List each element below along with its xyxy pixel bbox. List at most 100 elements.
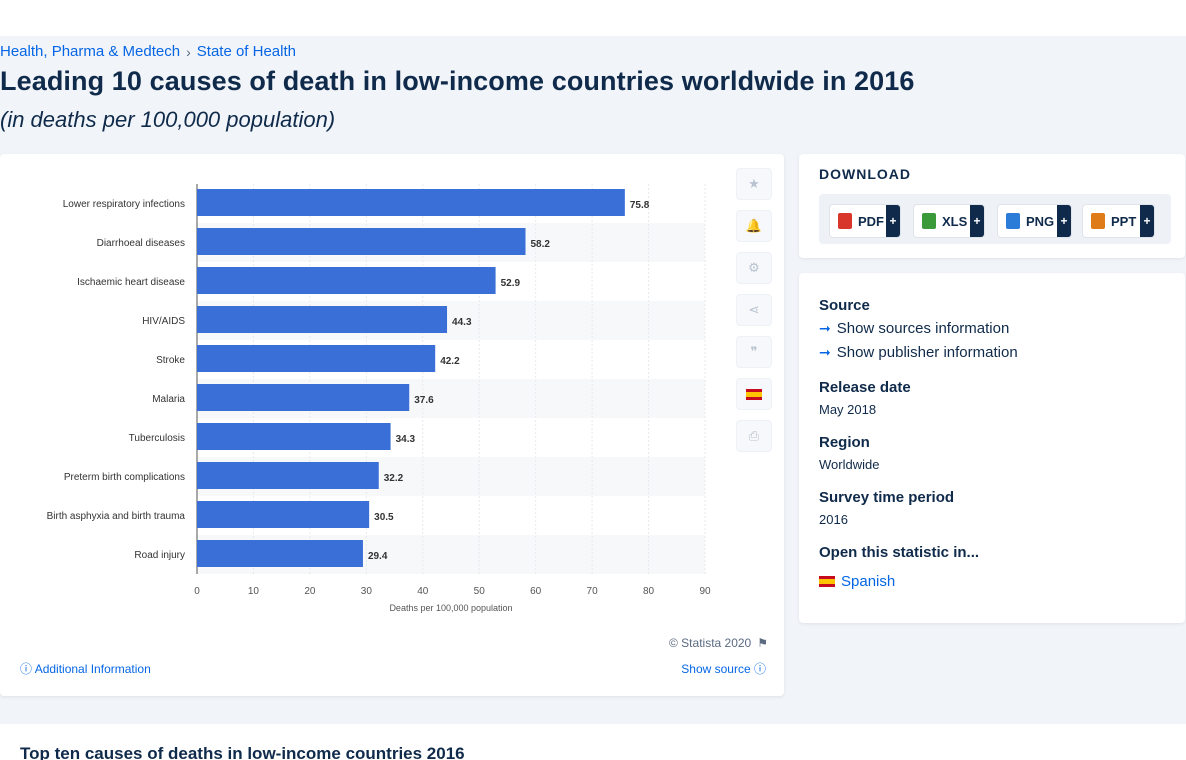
copyright-text: © Statista 2020 <box>669 636 752 650</box>
xls-plus-button[interactable]: + <box>970 205 984 237</box>
bar <box>197 345 436 372</box>
chart-card: Lower respiratory infections 75.8 Diarrhoe… <box>0 154 784 696</box>
data-label: 32.2 <box>384 473 404 484</box>
show-sources-label: Show sources information <box>836 320 1010 337</box>
chart-tools: ★ 🔔 ⚙ ⋖ ❞ ⎙ <box>736 168 772 462</box>
additional-information-link[interactable]: ⓘ Additional Information <box>20 660 151 677</box>
bar <box>197 501 370 528</box>
category-label: Lower respiratory infections <box>63 199 185 210</box>
show-publisher-label: Show publisher information <box>836 344 1018 361</box>
arrow-right-icon: ➞ <box>819 320 831 336</box>
category-label: Ischaemic heart disease <box>77 277 185 288</box>
info-circle-icon: ⓘ <box>753 662 766 676</box>
x-tick-label: 0 <box>194 586 200 597</box>
data-label: 34.3 <box>396 434 416 445</box>
data-label: 37.6 <box>414 395 434 406</box>
pdf-plus-button[interactable]: + <box>886 205 900 237</box>
data-label: 29.4 <box>368 551 388 562</box>
region-value: Worldwide <box>819 457 880 472</box>
bar <box>197 462 379 489</box>
page-title: Leading 10 causes of death in low-income… <box>0 66 915 96</box>
download-title: DOWNLOAD <box>819 166 911 182</box>
download-card: DOWNLOAD PDF + XLS + PNG + PPT + <box>799 154 1185 258</box>
category-label: Diarrhoeal diseases <box>97 238 185 249</box>
bar <box>197 189 625 216</box>
bar <box>197 384 410 411</box>
open-statistic-label: Open this statistic in... <box>819 544 980 561</box>
x-tick-label: 50 <box>474 586 486 597</box>
x-tick-label: 40 <box>417 586 429 597</box>
settings-gear-icon[interactable]: ⚙ <box>736 252 772 284</box>
x-tick-label: 90 <box>699 586 711 597</box>
pdf-file-icon <box>838 213 852 229</box>
show-publisher-link[interactable]: ➞ Show publisher information <box>819 344 1018 361</box>
breadcrumb-item-health[interactable]: Health, Pharma & Medtech <box>0 43 181 60</box>
download-buttons: PDF + XLS + PNG + PPT + <box>819 194 1171 244</box>
ppt-file-icon <box>1091 213 1105 229</box>
breadcrumb: Health, Pharma & Medtech › State of Heal… <box>0 43 296 60</box>
data-label: 44.3 <box>452 317 472 328</box>
survey-period-value: 2016 <box>819 512 848 527</box>
png-file-icon <box>1006 213 1020 229</box>
x-axis-title: Deaths per 100,000 population <box>389 603 512 613</box>
bottom-section: Top ten causes of deaths in low-income c… <box>0 724 1186 760</box>
source-label: Source <box>819 297 870 314</box>
x-tick-label: 80 <box>643 586 655 597</box>
region-label: Region <box>819 434 870 451</box>
breadcrumb-separator: › <box>186 43 191 60</box>
download-ppt-button[interactable]: PPT + <box>1082 204 1155 238</box>
statistic-info-card: Source ➞ Show sources information ➞ Show… <box>799 273 1185 623</box>
ppt-plus-button[interactable]: + <box>1140 205 1154 237</box>
data-label: 75.8 <box>630 200 650 211</box>
quote-icon[interactable]: ❞ <box>736 336 772 368</box>
category-label: Tuberculosis <box>129 433 185 444</box>
arrow-right-icon: ➞ <box>819 344 831 360</box>
png-plus-button[interactable]: + <box>1057 205 1071 237</box>
download-xls-button[interactable]: XLS + <box>913 204 985 238</box>
x-tick-label: 20 <box>304 586 316 597</box>
bar <box>197 306 448 333</box>
category-label: Preterm birth complications <box>64 472 185 483</box>
bar <box>197 267 496 294</box>
release-date-value: May 2018 <box>819 402 877 417</box>
page-subtitle: (in deaths per 100,000 population) <box>0 107 336 132</box>
notification-bell-icon[interactable]: 🔔 <box>736 210 772 242</box>
favorite-star-icon[interactable]: ★ <box>736 168 772 200</box>
show-source-label: Show source <box>681 662 751 676</box>
category-label: HIV/AIDS <box>142 316 185 327</box>
category-label: Stroke <box>156 355 185 366</box>
category-label: Malaria <box>152 394 185 405</box>
data-label: 42.2 <box>440 356 460 367</box>
show-sources-link[interactable]: ➞ Show sources information <box>819 320 1009 337</box>
bar <box>197 228 526 255</box>
copyright: © Statista 2020 ⚑ <box>669 636 768 650</box>
share-icon[interactable]: ⋖ <box>736 294 772 326</box>
show-source-link[interactable]: Show source ⓘ <box>681 660 766 677</box>
category-label: Road injury <box>134 550 185 561</box>
bar <box>197 540 363 567</box>
png-label: PNG <box>1026 213 1055 229</box>
data-label: 30.5 <box>374 512 394 523</box>
download-pdf-button[interactable]: PDF + <box>829 204 901 238</box>
bar <box>197 423 391 450</box>
open-in-spanish-link[interactable]: Spanish <box>819 573 895 590</box>
bottom-section-title: Top ten causes of deaths in low-income c… <box>20 744 465 760</box>
bar-chart: Lower respiratory infections 75.8 Diarrhoe… <box>47 184 711 613</box>
survey-period-label: Survey time period <box>819 489 955 506</box>
release-date-label: Release date <box>819 379 911 396</box>
spanish-flag-icon[interactable] <box>736 378 772 410</box>
spanish-label: Spanish <box>841 573 896 590</box>
ppt-label: PPT <box>1111 213 1137 229</box>
x-tick-label: 70 <box>587 586 599 597</box>
flag-report-icon[interactable]: ⚑ <box>757 636 768 650</box>
x-tick-label: 10 <box>248 586 260 597</box>
spanish-flag-icon <box>819 576 835 587</box>
data-label: 58.2 <box>531 239 551 250</box>
download-png-button[interactable]: PNG + <box>997 204 1072 238</box>
additional-information-label: Additional Information <box>34 662 151 676</box>
print-icon[interactable]: ⎙ <box>736 420 772 452</box>
breadcrumb-item-state-of-health[interactable]: State of Health <box>196 43 296 60</box>
category-label: Birth asphyxia and birth trauma <box>47 511 186 522</box>
x-tick-label: 30 <box>361 586 373 597</box>
pdf-label: PDF <box>858 213 884 229</box>
